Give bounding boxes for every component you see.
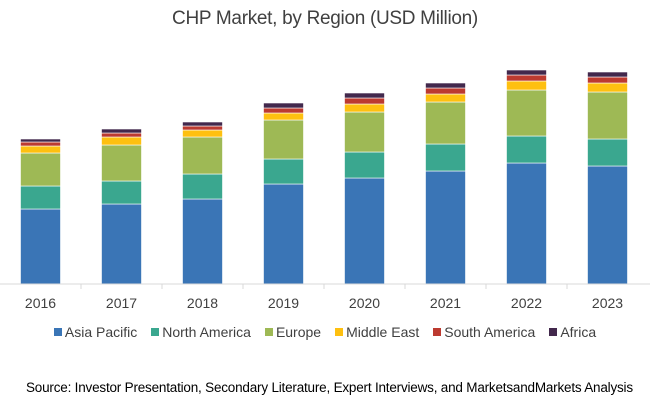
stacked-bar-chart: 2016 2017 2018 2019 2020 2021 2022 2023 xyxy=(0,69,650,311)
bars-group xyxy=(20,69,628,285)
bar-segment-north-america-2019 xyxy=(263,158,304,185)
legend-item-africa: Africa xyxy=(549,324,596,340)
legend-item-middle-east: Middle East xyxy=(335,324,419,340)
x-tick-label: 2018 xyxy=(187,295,218,311)
bar-segment-south-america-2022 xyxy=(506,74,547,82)
x-tick-label: 2019 xyxy=(268,295,299,311)
bar-segment-europe-2022 xyxy=(506,89,547,137)
legend-swatch xyxy=(53,328,62,336)
bar-segment-europe-2019 xyxy=(263,119,304,160)
x-tick-label: 2016 xyxy=(25,295,56,311)
bar-segment-asia-pacific-2018 xyxy=(182,198,223,285)
bar-segment-africa-2020 xyxy=(344,92,385,99)
legend-swatch xyxy=(151,328,160,336)
bar-segment-south-america-2018 xyxy=(182,125,223,131)
legend-label: Asia Pacific xyxy=(64,324,138,340)
legend-item-south-america: South America xyxy=(433,324,535,340)
bar-segment-north-america-2016 xyxy=(20,185,61,210)
bar-segment-south-america-2020 xyxy=(344,97,385,105)
legend-swatch xyxy=(433,328,442,336)
bar-segment-asia-pacific-2020 xyxy=(344,177,385,285)
bar-segment-asia-pacific-2017 xyxy=(101,203,142,285)
bar-segment-north-america-2018 xyxy=(182,173,223,200)
legend-swatch xyxy=(264,328,273,336)
bar-segment-africa-2021 xyxy=(425,82,466,89)
x-labels-group: 2016 2017 2018 2019 2020 2021 2022 2023 xyxy=(25,295,623,311)
bar-segment-middle-east-2023 xyxy=(587,82,628,93)
legend-label: South America xyxy=(444,324,536,340)
legend-item-europe: Europe xyxy=(264,324,322,340)
bar-segment-middle-east-2022 xyxy=(506,80,547,91)
bar-segment-asia-pacific-2022 xyxy=(506,162,547,285)
legend-label: Europe xyxy=(275,324,322,340)
x-ticks-group xyxy=(80,284,568,289)
bar-segment-north-america-2023 xyxy=(587,138,628,167)
legend: Asia Pacific North America Europe Middle Ea… xyxy=(0,324,650,340)
bar-segment-south-america-2016 xyxy=(20,141,61,147)
x-tick-label: 2021 xyxy=(430,295,461,311)
bar-segment-north-america-2020 xyxy=(344,151,385,179)
bar-segment-middle-east-2019 xyxy=(263,112,304,121)
bar-segment-middle-east-2016 xyxy=(20,145,61,154)
bar-segment-europe-2017 xyxy=(101,144,142,182)
bar-segment-middle-east-2021 xyxy=(425,93,466,103)
bar-segment-south-america-2019 xyxy=(263,107,304,114)
bar-segment-south-america-2021 xyxy=(425,87,466,95)
legend-swatch xyxy=(549,328,558,336)
bar-segment-north-america-2022 xyxy=(506,135,547,164)
bar-segment-middle-east-2020 xyxy=(344,103,385,113)
x-tick-label: 2020 xyxy=(349,295,380,311)
bar-segment-africa-2016 xyxy=(20,138,61,143)
bar-segment-europe-2021 xyxy=(425,101,466,145)
bar-segment-africa-2022 xyxy=(506,69,547,76)
bar-segment-africa-2023 xyxy=(587,71,628,78)
bar-segment-asia-pacific-2016 xyxy=(20,208,61,285)
bar-segment-south-america-2023 xyxy=(587,76,628,84)
bar-segment-africa-2018 xyxy=(182,121,223,127)
legend-label: North America xyxy=(162,324,251,340)
bar-segment-north-america-2021 xyxy=(425,143,466,172)
x-tick-label: 2023 xyxy=(592,295,623,311)
bar-segment-europe-2016 xyxy=(20,152,61,187)
bar-segment-europe-2020 xyxy=(344,111,385,153)
bar-segment-asia-pacific-2023 xyxy=(587,165,628,285)
legend-swatch xyxy=(335,328,344,336)
legend-label: Middle East xyxy=(346,324,420,340)
bar-segment-middle-east-2017 xyxy=(101,136,142,146)
bar-segment-africa-2019 xyxy=(263,102,304,109)
bar-segment-asia-pacific-2019 xyxy=(263,183,304,285)
chart-title: CHP Market, by Region (USD Million) xyxy=(172,8,478,29)
bar-segment-middle-east-2018 xyxy=(182,129,223,138)
bar-segment-asia-pacific-2021 xyxy=(425,170,466,285)
bar-segment-africa-2017 xyxy=(101,128,142,134)
x-tick-label: 2017 xyxy=(106,295,137,311)
source-note: Source: Investor Presentation, Secondary… xyxy=(26,380,633,395)
legend-item-asia-pacific: Asia Pacific xyxy=(53,324,138,340)
legend-item-north-america: North America xyxy=(151,324,251,340)
x-tick-label: 2022 xyxy=(511,295,542,311)
bar-segment-north-america-2017 xyxy=(101,180,142,205)
legend-label: Africa xyxy=(560,324,597,340)
bar-segment-europe-2018 xyxy=(182,136,223,175)
bar-segment-south-america-2017 xyxy=(101,132,142,138)
bar-segment-europe-2023 xyxy=(587,91,628,140)
